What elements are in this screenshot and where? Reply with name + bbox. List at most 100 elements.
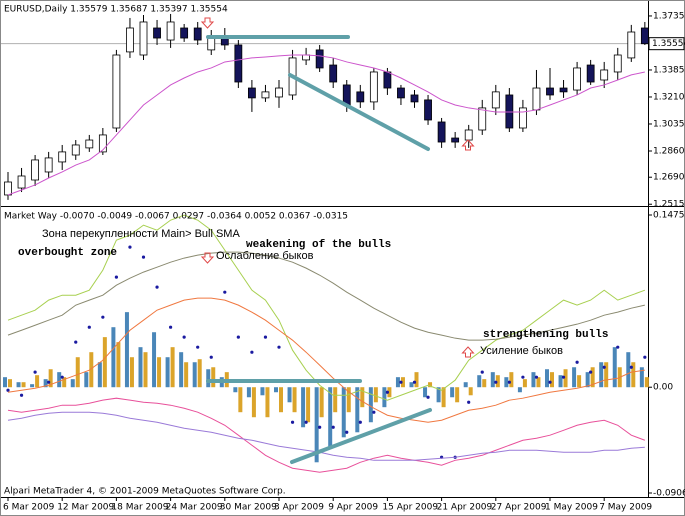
histogram-bar [265,387,270,418]
histogram-bar [30,384,35,388]
histogram-bar [455,387,460,403]
candle-body [464,129,473,141]
indicator-line [7,214,646,401]
candle-body [180,27,189,39]
histogram-bar [333,387,338,413]
y-tick-label: 1.33850 [653,65,685,75]
histogram-bar [428,382,433,388]
histogram-bar [206,369,211,388]
y-tick-label: 0.00 [653,383,673,393]
histogram-bar [211,367,216,388]
x-tick-label: 3 Apr 2009 [274,503,324,513]
candle-body [193,27,202,41]
dot [263,335,268,339]
dot [277,345,281,349]
histogram-bar [409,382,414,388]
annotation: weakening of the bulls [246,239,391,251]
histogram-bar [585,372,590,388]
histogram-bar [124,312,129,388]
histogram-bar [558,375,563,388]
histogram-bar [197,359,202,388]
histogram-bar [441,387,446,408]
down-arrow [200,252,215,264]
candle-body [559,87,568,93]
histogram-bar [287,387,292,403]
dot [223,290,227,294]
histogram-bar [604,362,609,388]
histogram-bar [116,342,121,388]
candle-body [519,107,527,129]
histogram-bar [328,387,333,448]
histogram-bar [84,372,89,388]
candle-body [139,21,148,56]
candle-body [85,139,94,149]
indicator-line [7,251,645,341]
histogram-bar [157,357,162,388]
indicator-line [7,297,645,423]
histogram-bar [355,387,360,433]
candle-body [640,27,649,45]
last-price-label: 1.35554 [652,39,685,49]
histogram-bar [599,362,604,388]
histogram-bar [165,357,170,388]
moving-average [7,54,645,196]
dot [345,430,349,434]
histogram-bar [129,357,134,388]
dot [331,425,335,429]
candle-body [546,87,554,96]
histogram-bar [251,387,256,418]
candle-body [397,87,405,99]
histogram-bar [233,387,238,393]
candle-body [44,157,53,173]
histogram-bar [612,347,617,388]
candle-body [329,64,338,83]
down-arrow [200,17,215,29]
y-tick-label: 1.30350 [653,119,685,129]
histogram-bar [57,372,62,388]
dot [60,375,64,379]
candle-body [437,121,446,143]
histogram-bar [368,387,373,423]
x-tick-label: 1 May 2009 [545,503,598,513]
indicator-line [7,411,645,461]
dot [290,420,295,424]
candle-body [17,175,26,189]
dot [616,345,620,349]
histogram-bar [626,352,631,388]
histogram-bar [292,387,297,413]
dot [589,370,593,374]
candle-body [315,49,324,69]
y-tick-label: 1.26900 [653,173,685,183]
histogram-bar [170,347,175,388]
candle-body [627,31,636,59]
candle-body [4,181,12,196]
up-arrow [461,346,475,358]
dot [182,335,186,339]
candle-body [261,91,270,99]
histogram-bar [70,379,75,388]
histogram-bar [644,377,649,388]
histogram-bar [179,352,184,388]
candle-body [613,54,622,73]
dot [561,375,566,379]
histogram-bar [306,387,311,423]
histogram-bar [314,387,319,463]
histogram-bar [423,387,428,398]
candle-body [247,87,256,99]
annotation: strengthening bulls [483,329,608,341]
histogram-bar [468,387,473,396]
histogram-bar [490,372,495,388]
footer: Alpari MetaTrader 4, © 2001-2009 MetaQuo… [4,487,286,497]
dot [6,388,10,392]
candle-body [573,67,581,91]
dot [155,285,159,289]
candle-body [383,71,392,89]
x-tick-label: 12 Mar 2009 [57,503,114,513]
y-tick-label: 1.32100 [653,92,685,102]
dot [385,390,389,394]
candle-body [410,94,419,103]
x-tick-label: 21 Apr 2009 [437,503,493,513]
dot [494,380,498,384]
trendlines [206,35,432,464]
histogram-bar [48,369,53,388]
